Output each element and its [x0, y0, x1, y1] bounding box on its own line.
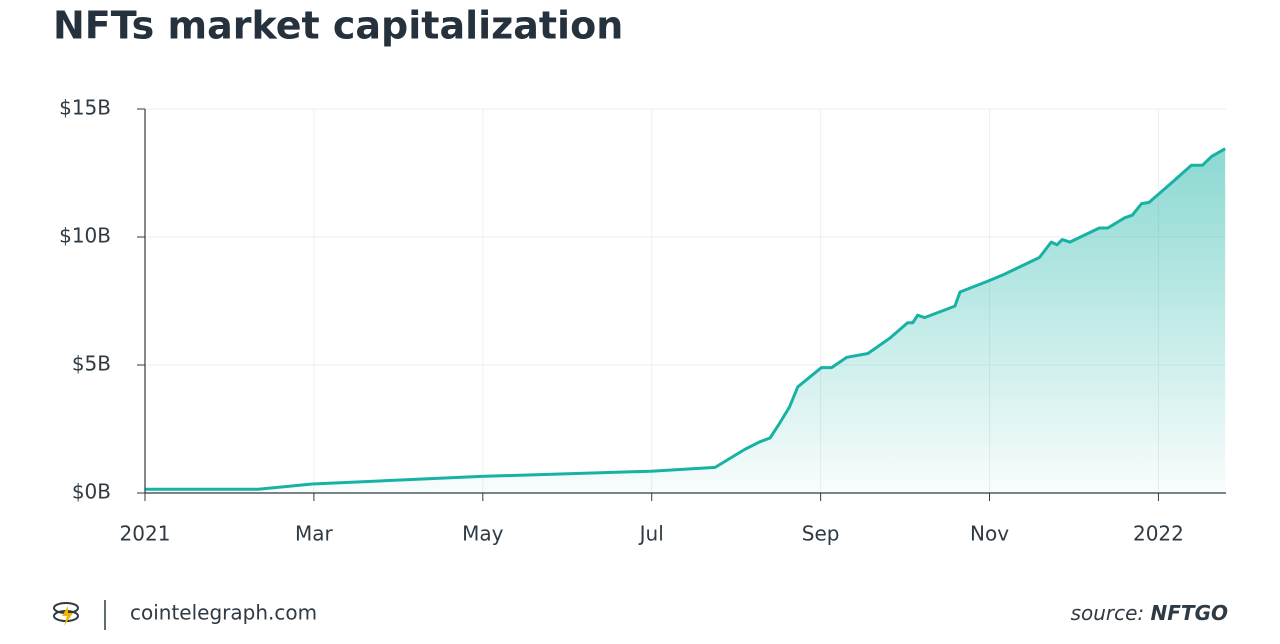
line — [145, 147, 1226, 491]
x-tick-label: 2021 — [120, 522, 171, 546]
y-tick-label: $15B — [59, 96, 111, 120]
y-tick-label: $0B — [72, 480, 111, 504]
x-tick-label: Mar — [295, 522, 334, 546]
x-tick-label: Sep — [802, 522, 840, 546]
x-tick-label: Jul — [638, 522, 664, 546]
y-tick-label: $10B — [59, 224, 111, 248]
area — [145, 148, 1226, 493]
logo — [53, 602, 79, 626]
x-tick-label: May — [462, 522, 504, 546]
source-prefix: source: — [1071, 601, 1145, 625]
site: cointelegraph.com — [130, 601, 317, 625]
y-tick-label: $5B — [72, 352, 111, 376]
source-name: NFTGO — [1151, 601, 1228, 625]
source: source: NFTGO — [1071, 601, 1228, 625]
x-tick-label: Nov — [970, 522, 1009, 546]
x-tick-label: 2022 — [1133, 522, 1184, 546]
chart-title: NFTs market capitalization — [53, 4, 623, 48]
